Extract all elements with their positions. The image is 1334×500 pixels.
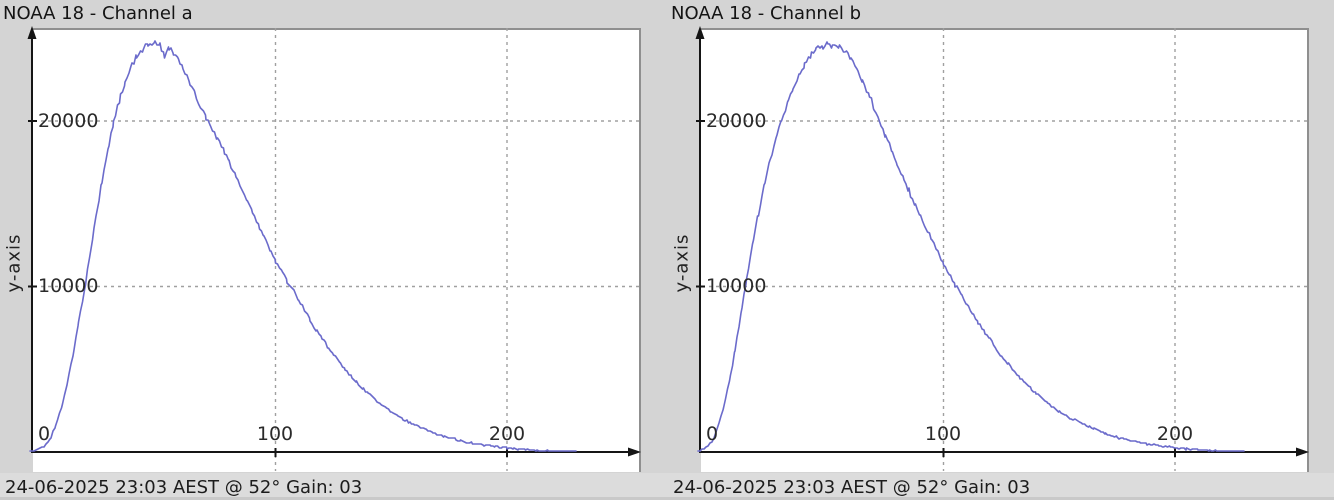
y-tick-label-10000: 10000: [38, 275, 99, 297]
chart-title: NOAA 18 - Channel b: [671, 3, 862, 24]
histogram-plot: [695, 26, 1309, 472]
chart-caption: 24-06-2025 23:03 AEST @ 52° Gain: 03: [673, 477, 1031, 498]
chart-caption: 24-06-2025 23:03 AEST @ 52° Gain: 03: [5, 477, 363, 498]
y-tick-label-20000: 20000: [706, 110, 767, 132]
y-tick-label-10000: 10000: [706, 275, 767, 297]
y-axis-title: y-axis: [671, 233, 693, 293]
chart-title: NOAA 18 - Channel a: [3, 3, 193, 24]
histogram-plot: [27, 26, 641, 472]
x-tick-label-200: 200: [488, 423, 526, 445]
caption-strip: [0, 473, 1334, 500]
y-axis-title: y-axis: [3, 233, 25, 293]
chart-panel-b: NOAA 18 - Channel b y-axis 10000 20000 0…: [668, 0, 1334, 500]
caption-strip-edge: [0, 497, 1334, 500]
x-tick-label-200: 200: [1156, 423, 1194, 445]
y-tick-label-20000: 20000: [38, 110, 99, 132]
x-tick-label-100: 100: [924, 423, 962, 445]
x-tick-label-0: 0: [37, 423, 51, 445]
chart-panel-a: NOAA 18 - Channel a y-axis 10000 20000 0…: [3, 3, 641, 498]
x-tick-label-100: 100: [256, 423, 294, 445]
x-tick-label-0: 0: [705, 423, 719, 445]
